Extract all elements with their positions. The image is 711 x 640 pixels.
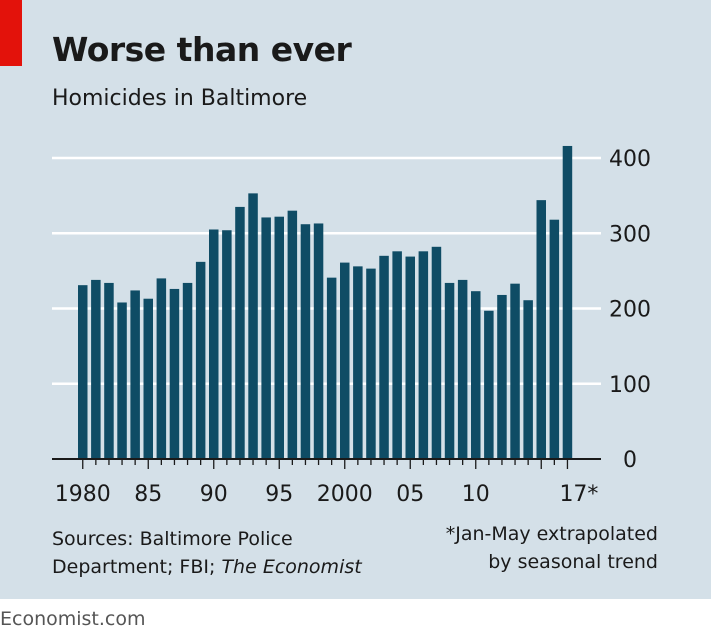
bar-2012	[497, 294, 507, 459]
bar-1998	[313, 223, 324, 459]
bar-1983	[117, 302, 127, 459]
sources-line-2-prefix: Department; FBI;	[52, 556, 222, 578]
bar-1994	[261, 217, 271, 459]
y-tick-label-300: 300	[609, 222, 651, 247]
bar-2001	[353, 266, 363, 459]
bar-1981	[91, 279, 101, 459]
bar-2006	[418, 251, 429, 459]
sources-note: Sources: Baltimore Police Department; FB…	[52, 525, 362, 581]
bar-1991	[222, 230, 232, 459]
bar-2005	[405, 256, 415, 459]
x-tick-label-1995: 95	[265, 482, 293, 507]
bar-1999	[326, 277, 337, 459]
bar-1980	[78, 285, 88, 459]
bar-1986	[156, 278, 167, 459]
y-tick-label-100: 100	[609, 373, 651, 398]
site-credit: Economist.com	[0, 608, 146, 630]
sources-line-2: Department; FBI; The Economist	[52, 553, 362, 581]
footnote-line-1: *Jan-May extrapolated	[445, 523, 658, 545]
x-tick-label-2010: 10	[462, 482, 490, 507]
bar-chart: 0 100 200 300 400 1980 85 90 95 2000 05 10 17*	[52, 145, 651, 507]
bar-1996	[287, 210, 298, 459]
sources-line-1: Sources: Baltimore Police	[52, 528, 293, 550]
brand-accent-bar	[0, 0, 22, 66]
bar-2011	[484, 310, 494, 459]
y-tick-label-400: 400	[609, 147, 651, 172]
bar-2013	[510, 283, 520, 459]
bar-1982	[104, 282, 114, 459]
x-axis	[52, 458, 601, 469]
bar-2017	[562, 145, 573, 459]
bar-2010	[471, 291, 481, 459]
chart-subtitle: Homicides in Baltimore	[52, 86, 308, 111]
bar-1992	[235, 206, 245, 459]
bar-2014	[523, 300, 533, 459]
sources-italic: The Economist	[221, 556, 362, 578]
bar-2000	[340, 262, 350, 459]
bar-2008	[444, 282, 455, 459]
bar-2003	[379, 255, 389, 459]
bar-2007	[431, 246, 442, 459]
x-axis-labels: 1980 85 90 95 2000 05 10 17*	[55, 482, 599, 507]
bar-2015	[536, 200, 546, 459]
bars	[78, 145, 573, 459]
y-axis-labels: 0 100 200 300 400	[609, 147, 651, 473]
x-tick-label-2017: 17*	[559, 482, 598, 507]
chart-title: Worse than ever	[52, 30, 352, 69]
y-tick-label-200: 200	[609, 298, 651, 323]
bar-1984	[130, 290, 140, 459]
x-tick-label-1980: 1980	[55, 482, 111, 507]
bar-2009	[457, 279, 468, 459]
footnote-line-2: by seasonal trend	[488, 551, 658, 573]
bar-1985	[143, 298, 153, 459]
bar-2002	[366, 268, 376, 459]
footnote: *Jan-May extrapolated by seasonal trend	[446, 520, 658, 576]
bar-1988	[182, 282, 193, 459]
x-tick-label-1985: 85	[134, 482, 162, 507]
x-tick-label-1990: 90	[200, 482, 228, 507]
bar-1993	[248, 193, 258, 459]
x-tick-label-2005: 05	[396, 482, 424, 507]
bar-2016	[549, 219, 560, 459]
bar-1989	[195, 261, 206, 459]
x-tick-label-2000: 2000	[317, 482, 373, 507]
bar-2004	[392, 251, 402, 459]
bar-1987	[169, 288, 180, 459]
bar-1997	[300, 224, 311, 459]
bar-1995	[274, 216, 284, 459]
bar-1990	[209, 229, 219, 459]
y-tick-label-0: 0	[623, 448, 637, 473]
